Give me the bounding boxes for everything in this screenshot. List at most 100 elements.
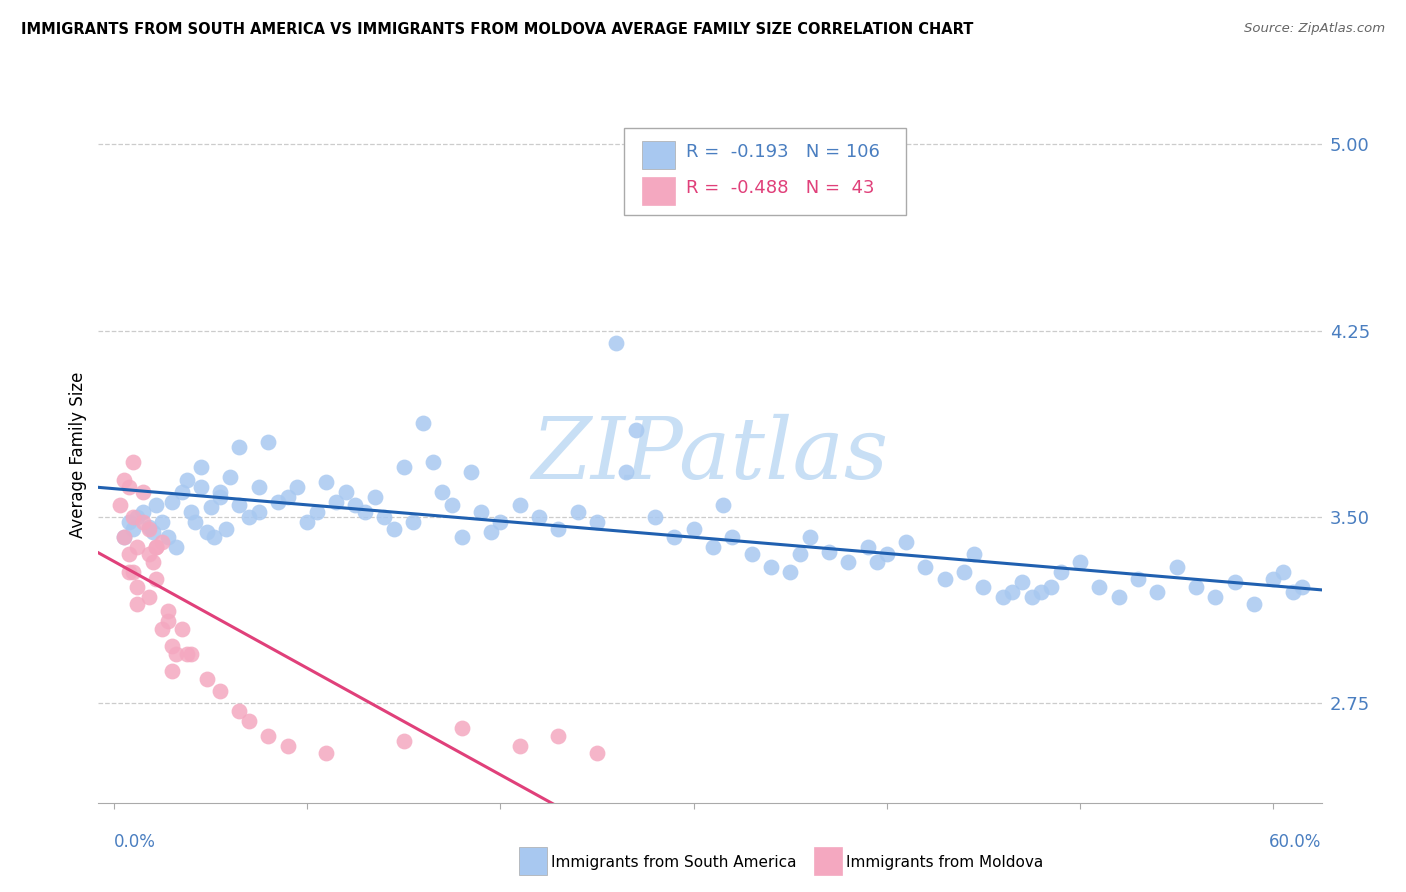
Point (402, 515, 425, 529)
Point (382, 523, 405, 537)
Point (422, 455, 444, 469)
Point (702, 540, 724, 554)
Point (287, 480, 309, 494)
Point (354, 505, 377, 519)
Point (1001, 584, 1024, 599)
Point (112, 530, 135, 544)
Point (1243, 597, 1265, 611)
Point (184, 515, 207, 529)
Point (150, 622, 173, 636)
Point (953, 565, 976, 579)
Point (138, 523, 160, 537)
Point (125, 510, 148, 524)
Point (228, 498, 250, 512)
Point (335, 485, 357, 500)
Point (1272, 565, 1295, 579)
Point (190, 480, 212, 494)
Point (547, 523, 569, 537)
Point (392, 460, 415, 475)
Point (1146, 584, 1168, 599)
Point (247, 505, 270, 519)
Point (170, 485, 193, 500)
Point (1049, 565, 1071, 579)
Point (799, 530, 821, 544)
Point (914, 559, 936, 574)
Point (682, 523, 704, 537)
Point (866, 555, 889, 569)
Point (470, 505, 492, 519)
Point (156, 615, 179, 629)
Point (277, 490, 299, 504)
Point (176, 647, 198, 661)
FancyBboxPatch shape (641, 177, 675, 205)
Point (112, 473, 135, 487)
Point (876, 547, 898, 561)
Point (664, 530, 686, 544)
Point (934, 572, 956, 586)
Point (837, 555, 859, 569)
Text: 0.0%: 0.0% (114, 832, 156, 851)
Point (1031, 584, 1053, 599)
Point (450, 530, 472, 544)
Text: R =  -0.488   N =  43: R = -0.488 N = 43 (686, 179, 875, 197)
Point (160, 640, 183, 654)
Point (257, 435, 280, 450)
Point (176, 473, 198, 487)
Point (1069, 555, 1091, 569)
Point (195, 672, 218, 686)
Point (479, 524, 502, 539)
Point (247, 480, 270, 494)
Point (1108, 590, 1130, 604)
Point (963, 547, 986, 561)
Point (789, 547, 811, 561)
Point (432, 485, 454, 500)
Point (759, 559, 782, 574)
Point (1263, 572, 1285, 586)
Point (1223, 574, 1246, 589)
Text: R =  -0.193   N = 106: R = -0.193 N = 106 (686, 144, 879, 161)
Point (818, 545, 841, 559)
Point (614, 466, 637, 480)
Point (108, 498, 131, 512)
Text: Source: ZipAtlas.com: Source: ZipAtlas.com (1244, 22, 1385, 36)
Point (644, 510, 666, 524)
Point (122, 565, 145, 579)
Point (392, 733, 415, 747)
Point (1166, 559, 1188, 574)
Point (138, 520, 160, 534)
Point (156, 530, 179, 544)
Point (1040, 580, 1063, 594)
Point (489, 515, 512, 529)
Point (209, 490, 232, 504)
Point (460, 466, 482, 480)
Point (305, 505, 328, 519)
Point (295, 515, 318, 529)
Point (527, 510, 550, 524)
Point (325, 495, 347, 509)
Point (344, 498, 367, 512)
Point (1088, 580, 1111, 594)
Point (1204, 590, 1226, 604)
Point (238, 510, 260, 524)
Point (586, 515, 609, 529)
Point (991, 590, 1014, 604)
Point (315, 746, 337, 760)
Point (450, 721, 472, 735)
Point (112, 530, 135, 544)
Point (132, 515, 155, 529)
Point (373, 510, 395, 524)
Point (1185, 580, 1208, 594)
Point (215, 523, 238, 537)
Point (624, 423, 647, 437)
Point (132, 505, 155, 519)
Y-axis label: Average Family Size: Average Family Size (69, 372, 87, 538)
Point (228, 441, 250, 455)
Point (257, 729, 280, 743)
Point (228, 704, 250, 718)
Point (165, 647, 187, 661)
Point (138, 590, 160, 604)
Point (156, 605, 179, 619)
Point (190, 460, 212, 475)
Point (145, 498, 167, 512)
Point (267, 495, 290, 509)
